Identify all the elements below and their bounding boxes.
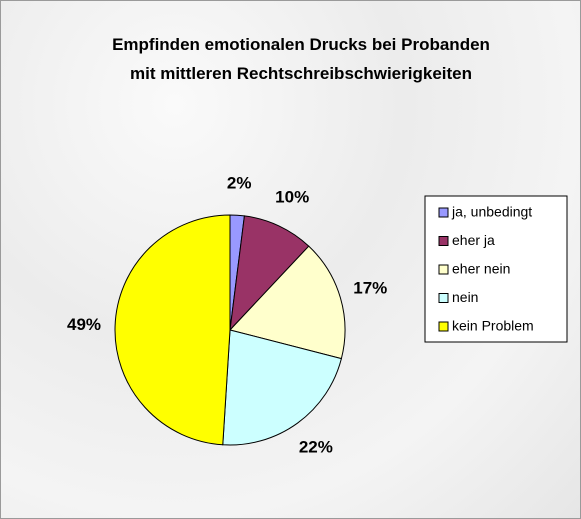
legend-swatch <box>438 236 449 246</box>
legend-swatch <box>438 264 449 275</box>
data-label: 17% <box>353 279 387 298</box>
pie-slice <box>229 215 310 332</box>
legend-box <box>424 195 568 343</box>
data-label: 10% <box>275 187 309 206</box>
legend-swatch <box>438 293 449 303</box>
legend-label: ja, unbedingt <box>451 204 532 220</box>
pie-slice <box>114 214 231 446</box>
data-label: 22% <box>299 438 333 457</box>
chart-title: Empfinden emotionalen Drucks bei Proband… <box>112 35 490 83</box>
legend-label: kein Problem <box>452 318 534 334</box>
legend-label: eher ja <box>452 232 495 248</box>
legend-swatch <box>438 207 449 218</box>
legend-label: eher nein <box>452 261 510 277</box>
data-label: 2% <box>227 174 252 193</box>
pie-slice <box>222 329 342 446</box>
legend-swatch <box>438 321 449 332</box>
data-label: 49% <box>67 315 101 334</box>
legend-label: nein <box>452 289 478 305</box>
pie-slice <box>229 245 346 360</box>
